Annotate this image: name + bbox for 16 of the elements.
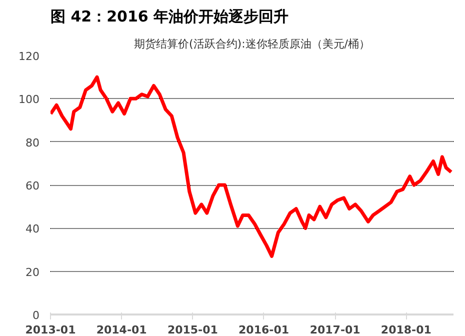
y-tick-label: 80 — [26, 136, 40, 150]
y-tick-label: 20 — [26, 266, 40, 279]
y-tick-label: 100 — [18, 93, 40, 106]
y-tick-label: 40 — [26, 222, 40, 236]
y-tick-label: 60 — [26, 180, 40, 192]
x-tick-label: 2014-01 — [96, 324, 147, 336]
chart-subtitle: 期货结算价(活跃合约):迷你轻质原油（美元/桶） — [134, 38, 370, 50]
chart-title: 图 42：2016 年油价开始逐步回升 — [50, 8, 289, 26]
x-tick-label: 2018-01 — [380, 324, 432, 336]
y-tick-label: 0 — [32, 309, 40, 322]
x-tick-label: 2017-01 — [310, 324, 360, 336]
x-tick-label: 2015-01 — [167, 324, 218, 336]
line-series — [50, 75, 453, 258]
x-tick-label: 2016-01 — [238, 324, 290, 336]
x-tick-label: 2013-01 — [25, 324, 76, 336]
y-tick-label: 120 — [18, 50, 40, 63]
